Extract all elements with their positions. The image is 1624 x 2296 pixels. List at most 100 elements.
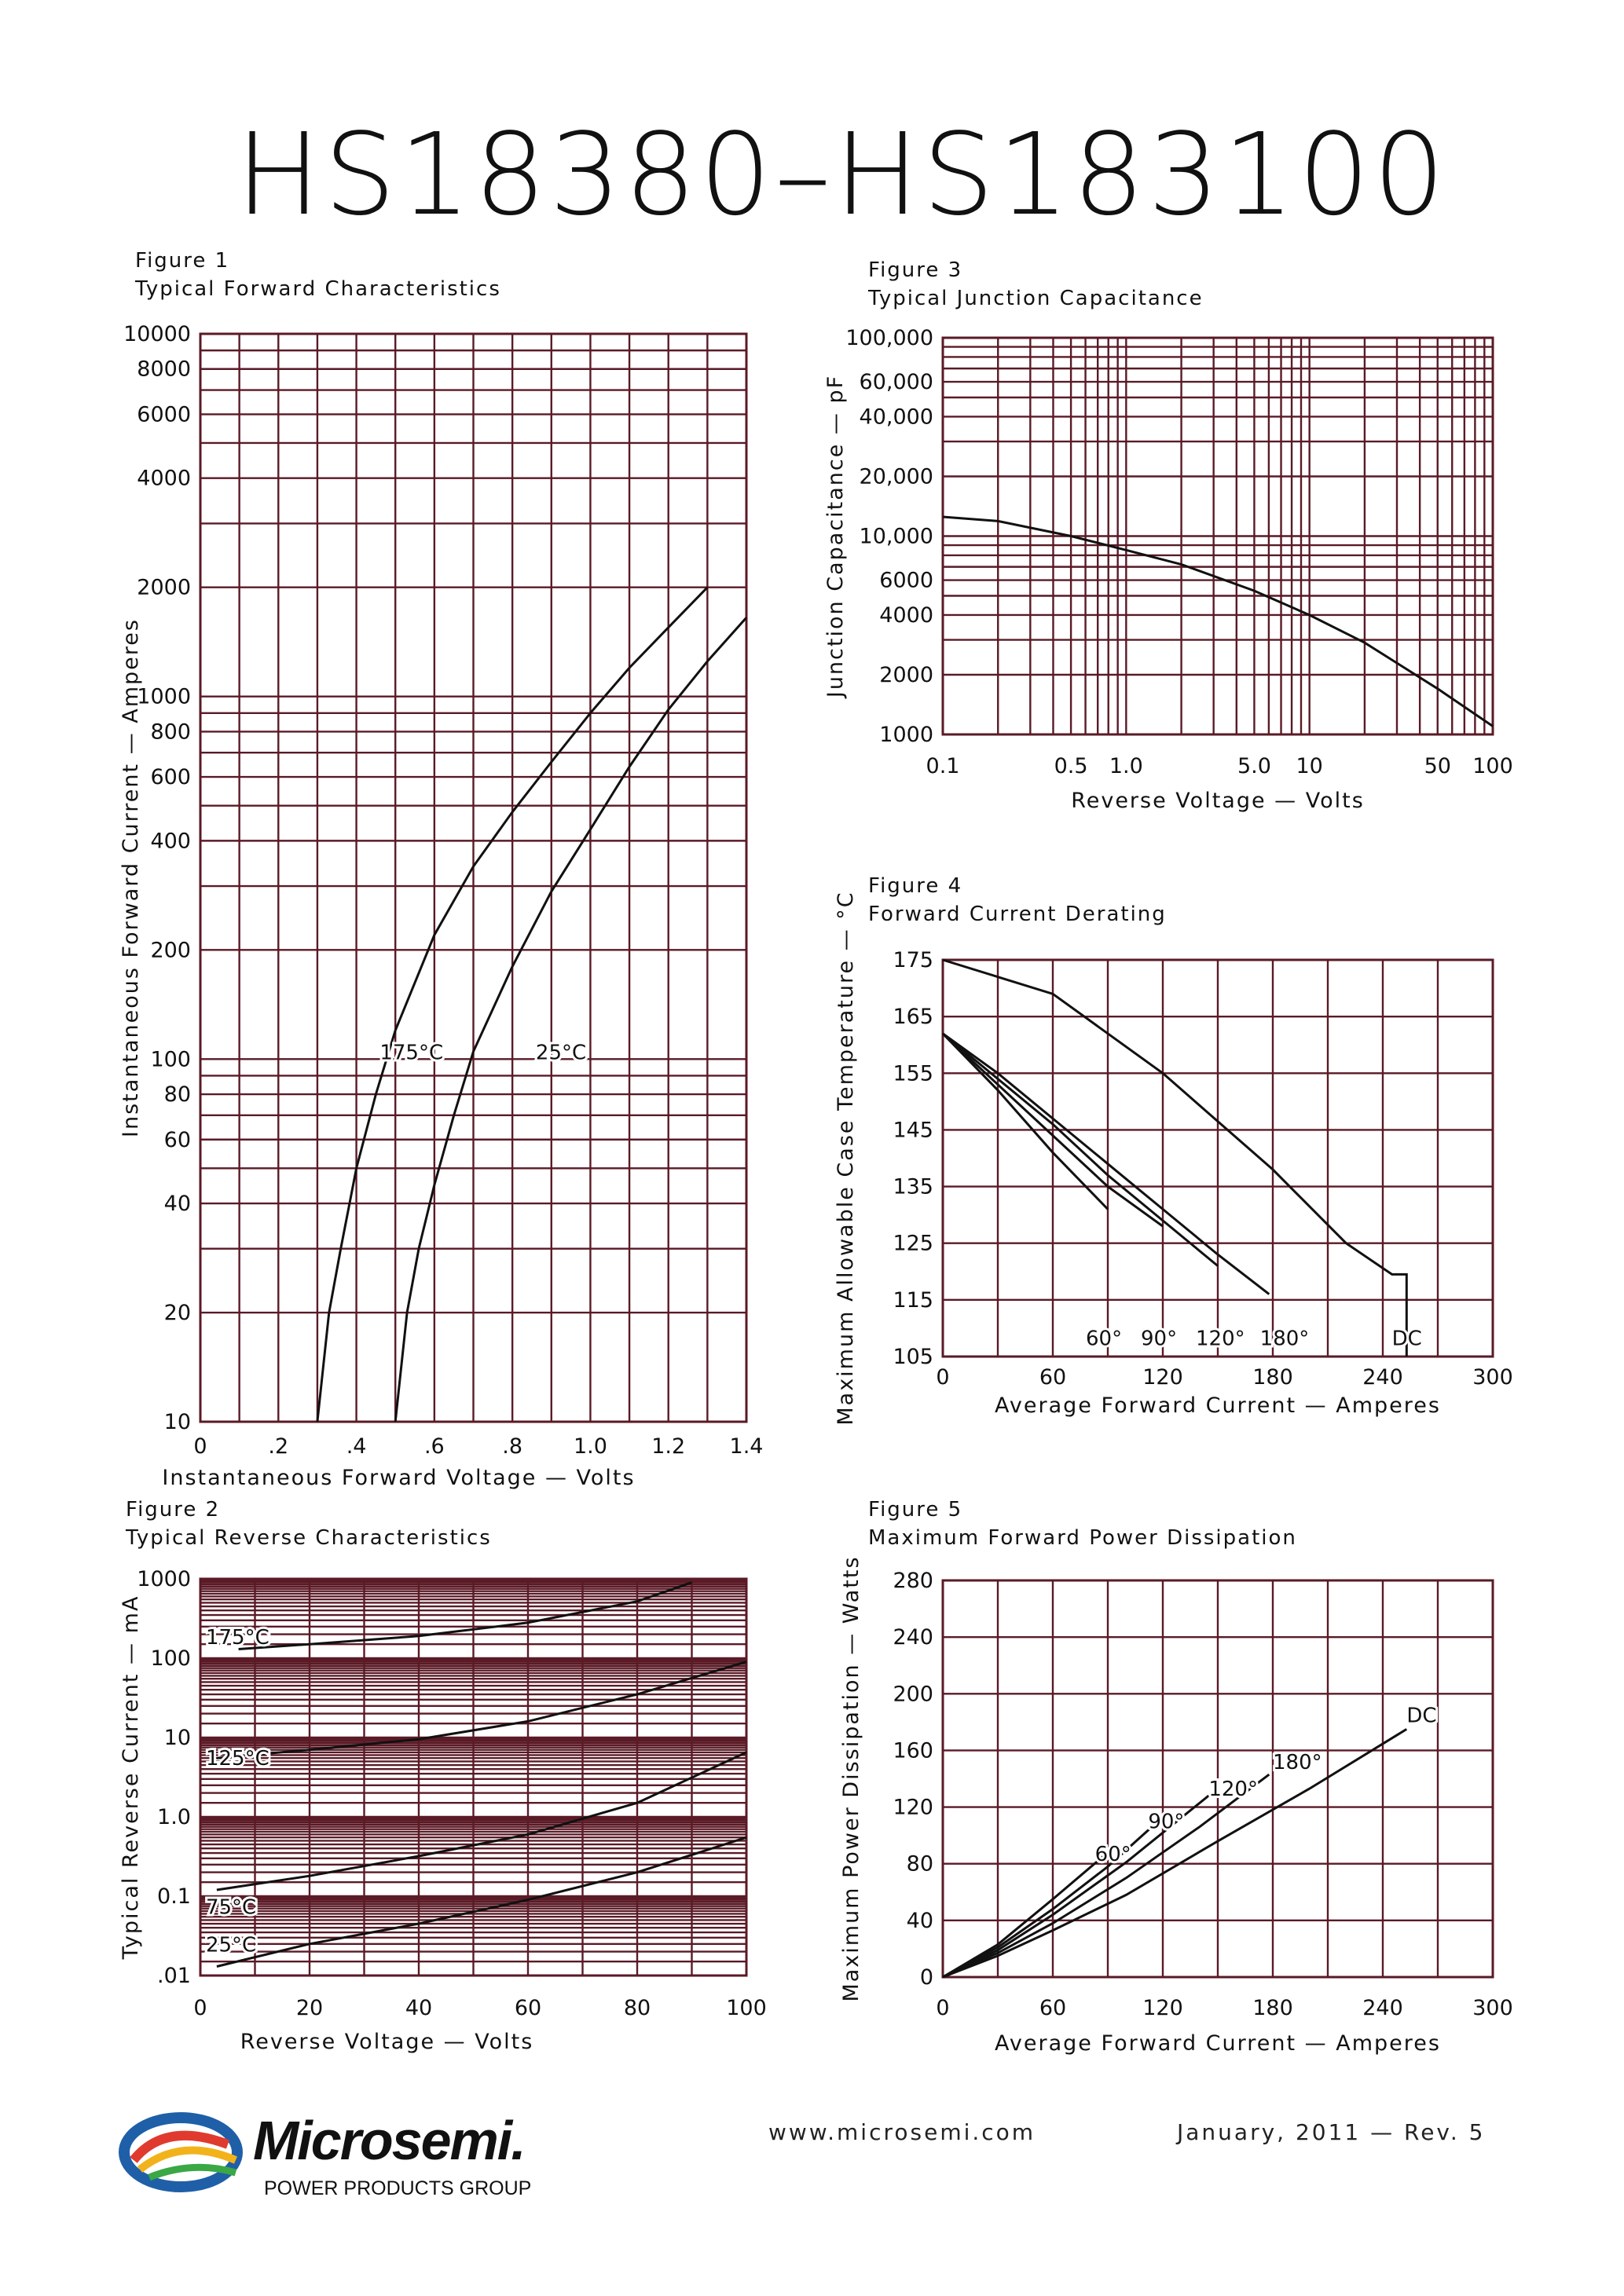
fig4-y-tick-label: 155 xyxy=(893,1061,933,1086)
fig2-x-tick-label: 0 xyxy=(193,1996,207,2020)
fig2-series-label: 25°C xyxy=(206,1934,256,1957)
fig1-grid xyxy=(199,332,748,1423)
footer-date: January, 2011 — Rev. 5 xyxy=(1177,2119,1486,2145)
fig5-series-label: 60° xyxy=(1095,1843,1131,1866)
fig2-series-line xyxy=(216,1661,747,1760)
fig3-figure-label: Figure 3 xyxy=(868,258,962,282)
fig2-chart: Figure 2 Typical Reverse Characteristics 0… xyxy=(119,1498,767,2054)
fig1-y-tick-label: 10000 xyxy=(123,322,191,346)
fig2-y-tick-label: 100 xyxy=(150,1646,191,1671)
fig5-chart: Figure 5 Maximum Forward Power Dissipatio… xyxy=(839,1498,1513,2056)
fig4-series-line xyxy=(942,958,1408,1357)
fig4-y-tick-label: 175 xyxy=(893,948,933,972)
fig4-title: Forward Current Derating xyxy=(868,903,1167,926)
fig2-y-axis-label: Typical Reverse Current — mA xyxy=(119,1595,143,1961)
fig4-y-tick-label: 125 xyxy=(893,1232,933,1256)
fig1-chart: Figure 1 Typical Forward Characteristics 0… xyxy=(119,249,763,1490)
fig5-series-line xyxy=(942,1794,1210,1979)
fig1-x-tick-label: 1.0 xyxy=(574,1434,607,1459)
fig5-series-label: 120° xyxy=(1208,1778,1258,1801)
fig1-x-tick-label: 1.4 xyxy=(730,1434,764,1459)
fig4-chart: Figure 4 Forward Current Derating 0 60 120 18… xyxy=(834,874,1513,1426)
fig1-x-axis-label: Instantaneous Forward Voltage — Volts xyxy=(162,1466,635,1490)
fig2-x-tick-label: 100 xyxy=(726,1996,767,2020)
fig4-x-tick-label: 120 xyxy=(1142,1365,1183,1390)
fig5-y-tick-label: 160 xyxy=(893,1738,933,1763)
fig2-x-tick-label: 80 xyxy=(624,1996,651,2020)
fig2-series-line xyxy=(216,1836,747,1968)
fig1-y-tick-label: 60 xyxy=(164,1128,191,1152)
fig5-series-line xyxy=(942,1816,1164,1979)
logo-subtext: POWER PRODUCTS GROUP xyxy=(264,2177,532,2199)
fig5-series-label: 90° xyxy=(1148,1811,1184,1834)
fig5-x-tick-label: 0 xyxy=(936,1996,949,2020)
fig4-x-tick-label: 60 xyxy=(1039,1365,1066,1390)
fig3-x-tick-label: 0.1 xyxy=(926,754,960,778)
fig4-series-label: DC xyxy=(1392,1327,1422,1351)
fig5-y-tick-label: 240 xyxy=(893,1625,933,1650)
fig4-y-tick-label: 115 xyxy=(893,1288,933,1313)
fig4-x-tick-label: 180 xyxy=(1252,1365,1293,1390)
fig4-series-label: 120° xyxy=(1196,1327,1245,1351)
fig3-y-tick-label: 60,000 xyxy=(860,370,933,394)
fig2-grid xyxy=(199,1577,748,1977)
fig5-x-tick-label: 240 xyxy=(1362,1996,1403,2020)
fig1-y-tick-label: 20 xyxy=(164,1301,191,1325)
fig1-x-tick-label: .4 xyxy=(346,1434,367,1459)
fig4-x-axis-label: Average Forward Current — Amperes xyxy=(995,1393,1441,1418)
fig1-series-line xyxy=(316,586,709,1423)
fig5-title: Maximum Forward Power Dissipation xyxy=(868,1526,1297,1550)
fig2-x-tick-label: 40 xyxy=(405,1996,432,2020)
fig4-grid xyxy=(941,958,1494,1358)
fig5-y-tick-label: 80 xyxy=(907,1852,933,1877)
fig5-series-line xyxy=(942,1773,1270,1979)
fig4-series-label: 60° xyxy=(1086,1327,1122,1351)
microsemi-logo xyxy=(119,2112,243,2192)
fig3-x-tick-label: 0.5 xyxy=(1054,754,1088,778)
fig1-series-line xyxy=(394,617,748,1423)
fig4-x-tick-label: 300 xyxy=(1472,1365,1513,1390)
fig2-y-tick-label: 1000 xyxy=(137,1567,191,1591)
fig4-y-tick-label: 105 xyxy=(893,1345,933,1369)
fig3-x-tick-label: 50 xyxy=(1424,754,1451,778)
fig1-y-tick-label: 400 xyxy=(150,829,191,853)
fig5-figure-label: Figure 5 xyxy=(868,1498,962,1522)
fig2-series-label: 75°C xyxy=(206,1895,256,1919)
fig2-x-tick-label: 60 xyxy=(515,1996,541,2020)
document-title: HS18380–HS183100 xyxy=(236,108,1449,240)
fig2-series-line xyxy=(238,1581,692,1650)
fig1-x-tick-label: .8 xyxy=(502,1434,522,1459)
fig1-x-tick-label: .2 xyxy=(268,1434,288,1459)
fig3-y-tick-label: 6000 xyxy=(879,569,933,593)
fig2-y-tick-label: 1.0 xyxy=(157,1805,191,1829)
fig2-y-tick-label: 10 xyxy=(164,1726,191,1750)
fig5-x-tick-label: 60 xyxy=(1039,1996,1066,2020)
fig2-frame xyxy=(199,1577,748,1977)
fig5-frame xyxy=(941,1579,1494,1979)
fig5-x-tick-label: 300 xyxy=(1472,1996,1513,2020)
fig1-y-tick-label: 8000 xyxy=(137,357,191,382)
fig5-x-tick-label: 180 xyxy=(1252,1996,1293,2020)
fig1-series-label: 175°C xyxy=(379,1041,443,1064)
logo-wordmark: Microsemi. xyxy=(253,2110,526,2171)
fig4-y-tick-label: 165 xyxy=(893,1005,933,1029)
fig2-figure-label: Figure 2 xyxy=(126,1498,220,1522)
fig4-frame xyxy=(941,958,1494,1358)
fig3-grid xyxy=(941,336,1494,736)
fig3-y-tick-label: 1000 xyxy=(879,723,933,747)
fig5-y-tick-label: 200 xyxy=(893,1682,933,1706)
fig5-x-axis-label: Average Forward Current — Amperes xyxy=(995,2031,1441,2056)
fig1-y-axis-label: Instantaneous Forward Current — Amperes xyxy=(119,618,143,1137)
fig5-y-tick-label: 120 xyxy=(893,1796,933,1820)
fig4-y-tick-label: 145 xyxy=(893,1118,933,1142)
fig1-x-tick-label: 0 xyxy=(193,1434,207,1459)
fig3-x-tick-label: 100 xyxy=(1472,754,1513,778)
fig4-y-tick-label: 135 xyxy=(893,1175,933,1199)
fig1-y-tick-label: 2000 xyxy=(137,576,191,600)
fig4-figure-label: Figure 4 xyxy=(868,874,962,898)
fig1-y-tick-label: 100 xyxy=(150,1047,191,1071)
fig1-y-tick-label: 600 xyxy=(150,765,191,789)
fig5-grid xyxy=(941,1579,1494,1979)
fig2-y-tick-label: 0.1 xyxy=(157,1884,191,1909)
fig3-y-tick-label: 40,000 xyxy=(860,405,933,429)
